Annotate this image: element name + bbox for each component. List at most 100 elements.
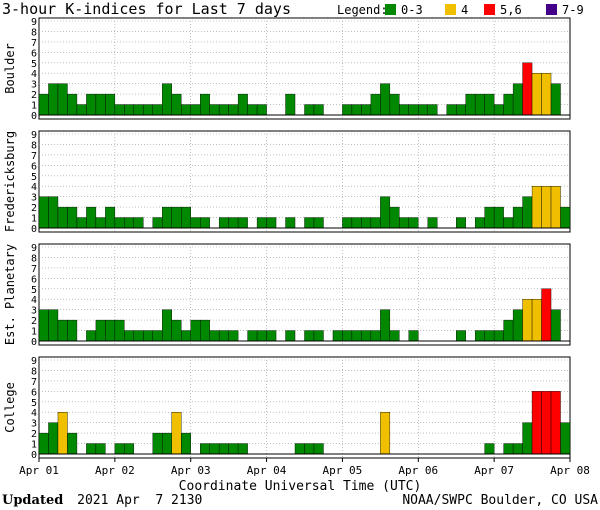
bar [522, 196, 533, 229]
bar [181, 432, 191, 455]
bar [408, 330, 419, 342]
x-tick-label: Apr 03 [171, 464, 211, 477]
bar [124, 104, 135, 116]
bar [512, 83, 523, 116]
bar [361, 104, 372, 116]
y-tick-label: 4 [31, 295, 37, 306]
bar [522, 62, 533, 116]
y-tick-label: 1 [31, 327, 37, 338]
bar [484, 443, 495, 455]
bar [342, 330, 353, 342]
bar [313, 330, 324, 342]
bar [456, 330, 466, 342]
y-tick-label: 2 [31, 90, 37, 101]
panel-frame [38, 130, 571, 233]
y-tick-label: 5 [31, 398, 37, 409]
bar [541, 391, 552, 455]
y-tick-label: 8 [31, 366, 37, 377]
bar [456, 217, 466, 229]
updated-label: Updated [2, 493, 63, 508]
y-tick-label: 1 [31, 440, 37, 451]
y-tick-label: 2 [31, 203, 37, 214]
bar [560, 422, 571, 455]
bar [67, 319, 78, 342]
bar [522, 422, 533, 455]
bar [285, 217, 296, 229]
x-tick-label: Apr 06 [398, 464, 438, 477]
bar [361, 217, 372, 229]
bar [427, 217, 438, 229]
bar [218, 330, 229, 342]
bar [332, 330, 343, 342]
bar [199, 319, 210, 342]
bar [57, 206, 68, 229]
bar [171, 412, 182, 455]
bar [86, 443, 97, 455]
station-label: Fredericksburg [3, 131, 17, 232]
y-tick-label: 9 [31, 356, 37, 367]
bar [67, 93, 78, 116]
y-tick-label: 4 [31, 182, 37, 193]
bar [67, 432, 78, 455]
bar [512, 443, 523, 455]
panels: 0123456789Boulder0123456789Fredericksbur… [3, 17, 571, 461]
bar [143, 104, 153, 116]
bar [285, 330, 296, 342]
bar [484, 206, 495, 229]
y-tick-label: 3 [31, 193, 37, 204]
bar [162, 432, 172, 455]
bar [541, 288, 552, 342]
y-tick-label: 3 [31, 306, 37, 317]
bar [76, 104, 87, 116]
bar [256, 330, 267, 342]
y-tick-label: 1 [31, 101, 37, 112]
bar [162, 83, 172, 116]
bar [218, 443, 229, 455]
bar [285, 93, 296, 116]
bar [133, 217, 144, 229]
bar [38, 196, 49, 229]
y-tick-label: 0 [31, 450, 37, 461]
bar [133, 104, 144, 116]
bar [247, 104, 258, 116]
bar [86, 206, 97, 229]
y-tick-label: 2 [31, 429, 37, 440]
bar [152, 104, 163, 116]
bar [95, 93, 106, 116]
y-tick-label: 7 [31, 38, 37, 49]
bar [57, 83, 68, 116]
y-tick-label: 8 [31, 140, 37, 151]
bar [38, 309, 49, 342]
bar [380, 83, 391, 116]
bar [152, 330, 163, 342]
panel-frame [38, 243, 571, 346]
bar [560, 206, 571, 229]
bar [474, 217, 485, 229]
y-tick-label: 9 [31, 130, 37, 141]
bar [143, 330, 153, 342]
credit-text: NOAA/SWPC Boulder, CO USA [402, 493, 598, 508]
bar [237, 443, 248, 455]
bar [389, 93, 400, 116]
y-tick-label: 0 [31, 337, 37, 348]
bar [114, 443, 125, 455]
bar [541, 73, 552, 116]
bar [48, 309, 59, 342]
bar [114, 319, 125, 342]
bar [522, 299, 533, 342]
bar [76, 217, 87, 229]
bar [95, 443, 106, 455]
bar [380, 309, 391, 342]
bar [95, 217, 106, 229]
panel-frame [38, 356, 571, 459]
legend-label: Legend: [337, 3, 388, 17]
bar [351, 217, 362, 229]
x-tick-label: Apr 05 [323, 464, 363, 477]
bar [503, 319, 514, 342]
bar [351, 104, 362, 116]
bar [550, 186, 561, 229]
y-tick-label: 0 [31, 224, 37, 235]
